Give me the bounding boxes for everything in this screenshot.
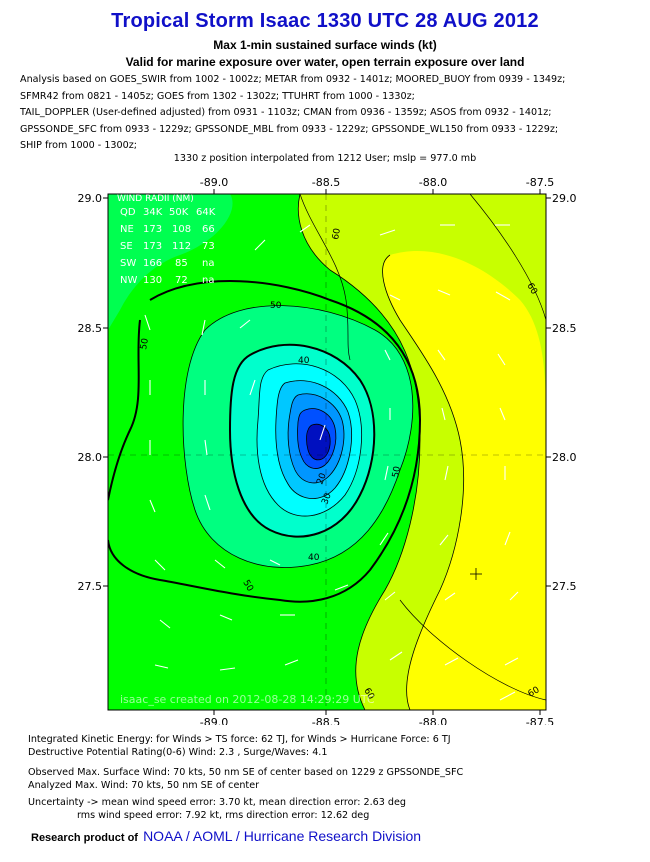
contour-line-60kt [297,194,421,710]
map-credit: isaac_se created on 2012-08-28 14:29:29 … [120,693,375,706]
analysis-line: Analysis based on GOES_SWIR from 1002 - … [20,74,566,85]
uncertainty-line-1: Uncertainty -> mean wind speed error: 3.… [28,797,407,808]
observed-max-line: Observed Max. Surface Wind: 70 kts, 50 n… [28,767,464,778]
contour-label: 50 [391,465,403,478]
contour-line-50kt [108,280,422,603]
contour-label: 50 [139,337,151,350]
contour-line [182,305,414,568]
x-tick-label: -87.5 [526,176,554,189]
radii-cell: 130 [143,275,162,286]
contour-line [299,194,351,361]
analysis-line: SHIP from 1000 - 1300z; [20,140,138,152]
radii-cell: 73 [202,241,215,252]
analysis-line: SFMR42 from 0821 - 1405z; GOES from 1302… [20,90,415,102]
contour-line [297,408,337,469]
contour-label: 40 [308,553,320,563]
contour-line-50kt-west [108,319,141,501]
dpr-line: Destructive Potential Rating(0-6) Wind: … [28,747,328,758]
contour-line-34kt [228,343,376,538]
contour-label: 20 [315,472,328,486]
plot-frame [107,193,547,711]
subtitle-max-winds: Max 1-min sustained surface winds (kt) [213,38,437,52]
radii-cell: 108 [172,224,191,235]
analysis-line: TAIL_DOPPLER (User-defined adjusted) fro… [20,107,552,119]
y-tick-label: 27.5 [552,580,577,593]
contour-label: 60 [331,227,343,240]
contour-label: 40 [298,356,310,366]
radii-cell: 166 [143,258,162,269]
wind-radii-table: WIND RADII (NM) QD 34K 50K 64K NE 173 10… [117,194,216,286]
contour-label: 30 [320,492,333,506]
y-tick-labels-right: 29.0 28.5 28.0 27.5 [552,192,577,593]
radii-cell: 72 [175,275,188,286]
wind-zone-nw-corner [108,194,233,330]
radii-cell: 112 [172,241,191,252]
radii-cell: 50K [169,207,189,218]
brand-lead: Research product of [31,832,138,844]
radii-cell: 85 [175,258,188,269]
x-tick-labels-bottom: -89.0 -88.5 -88.0 -87.5 [200,716,554,725]
y-tick-labels-left: 29.0 28.5 28.0 27.5 [78,192,103,593]
radii-cell: na [202,258,214,269]
y-tick-label: 28.5 [78,322,103,335]
x-tick-label: -88.0 [419,716,447,725]
radii-cell: 173 [143,241,162,252]
radii-cell: 64K [196,207,216,218]
y-tick-label: 28.5 [552,322,577,335]
contour-line [275,380,352,499]
wind-zone-65-70 [382,251,546,710]
y-tick-label: 29.0 [552,192,577,205]
x-tick-label: -88.0 [419,176,447,189]
subtitle-exposure: Valid for marine exposure over water, op… [125,55,525,69]
ike-line: Integrated Kinetic Energy: for Winds > T… [28,734,451,745]
radii-cell: NE [120,224,134,235]
wind-vectors [144,224,519,701]
analysis-line: GPSSONDE_SFC from 0933 - 1229z; GPSSONDE… [20,123,559,135]
y-tick-label: 29.0 [78,192,103,205]
contour-line-65kt [382,254,465,710]
radii-cell: NW [120,275,137,286]
wind-field: 60 60 60 60 50 50 50 50 40 40 30 20 WIND… [108,194,546,710]
contour-line [256,363,362,517]
radii-cell: SW [120,258,136,269]
x-tick-label: -89.0 [200,716,228,725]
analyzed-max-line: Analyzed Max. Wind: 70 kts, 50 nm SE of … [28,780,260,791]
y-tick-label: 28.0 [78,451,103,464]
x-tick-label: -87.5 [526,716,554,725]
contour-line [287,393,345,484]
contour-label: 50 [270,301,282,311]
radii-cell: QD [120,207,136,218]
contour-line [399,599,546,701]
radii-cell: na [202,275,214,286]
brand-org: NOAA / AOML / Hurricane Research Divisio… [143,828,422,844]
research-product: Research product of NOAA / AOML / Hurric… [31,826,421,845]
radii-cell: 34K [143,207,163,218]
wind-radii-title: WIND RADII (NM) [117,194,194,204]
contour-line [306,423,331,461]
uncertainty-line-2: rms wind speed error: 7.92 kt, rms direc… [77,810,370,821]
x-tick-label: -88.5 [312,716,340,725]
tick-marks [103,189,551,715]
page-title: Tropical Storm Isaac 1330 UTC 28 AUG 201… [111,10,539,32]
radii-cell: 173 [143,224,162,235]
y-tick-label: 28.0 [552,451,577,464]
y-tick-label: 27.5 [78,580,103,593]
position-line: 1330 z position interpolated from 1212 U… [173,153,477,164]
wind-map: 60 60 60 60 50 50 50 50 40 40 30 20 WIND… [78,176,577,725]
radii-cell: SE [120,241,133,252]
radii-cell: 66 [202,224,215,235]
x-tick-label: -88.5 [312,176,340,189]
x-tick-labels-top: -89.0 -88.5 -88.0 -87.5 [200,176,554,189]
x-tick-label: -89.0 [200,176,228,189]
analysis-sources: Analysis based on GOES_SWIR from 1002 - … [20,72,640,155]
wind-zone-core [306,424,331,460]
contour-line [469,194,546,321]
